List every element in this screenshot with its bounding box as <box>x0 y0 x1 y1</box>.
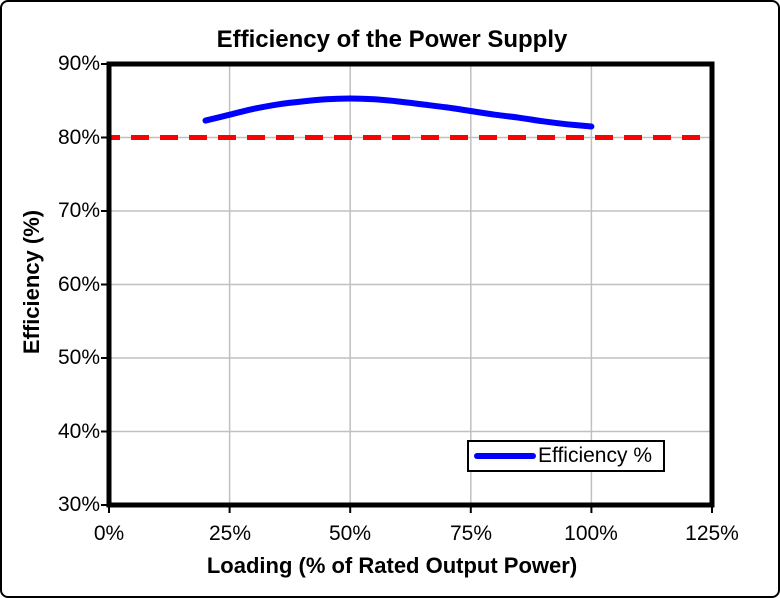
chart-legend: Efficiency % <box>467 440 665 472</box>
y-tick-label: 40% <box>57 419 100 443</box>
x-tick-label: 125% <box>685 522 739 545</box>
y-tick-label: 90% <box>57 52 100 75</box>
x-tick-label: 50% <box>328 522 372 545</box>
y-tick-label: 50% <box>57 346 100 369</box>
y-tick-label: 60% <box>57 272 100 296</box>
x-tick-label: 75% <box>449 522 493 545</box>
chart-title: Efficiency of the Power Supply <box>216 26 568 53</box>
x-tick-label: 0% <box>93 522 125 545</box>
y-tick-label: 80% <box>57 125 100 149</box>
y-tick-label: 30% <box>57 493 100 516</box>
x-tick-label: 100% <box>564 522 618 545</box>
efficiency-curve <box>202 95 595 130</box>
y-tick-label: 70% <box>57 199 100 222</box>
x-axis-title: Loading (% of Rated Output Power) <box>206 553 578 578</box>
legend-line-sample <box>474 453 536 459</box>
x-tick-label: 25% <box>208 522 252 545</box>
legend-label: Efficiency % <box>538 444 652 467</box>
